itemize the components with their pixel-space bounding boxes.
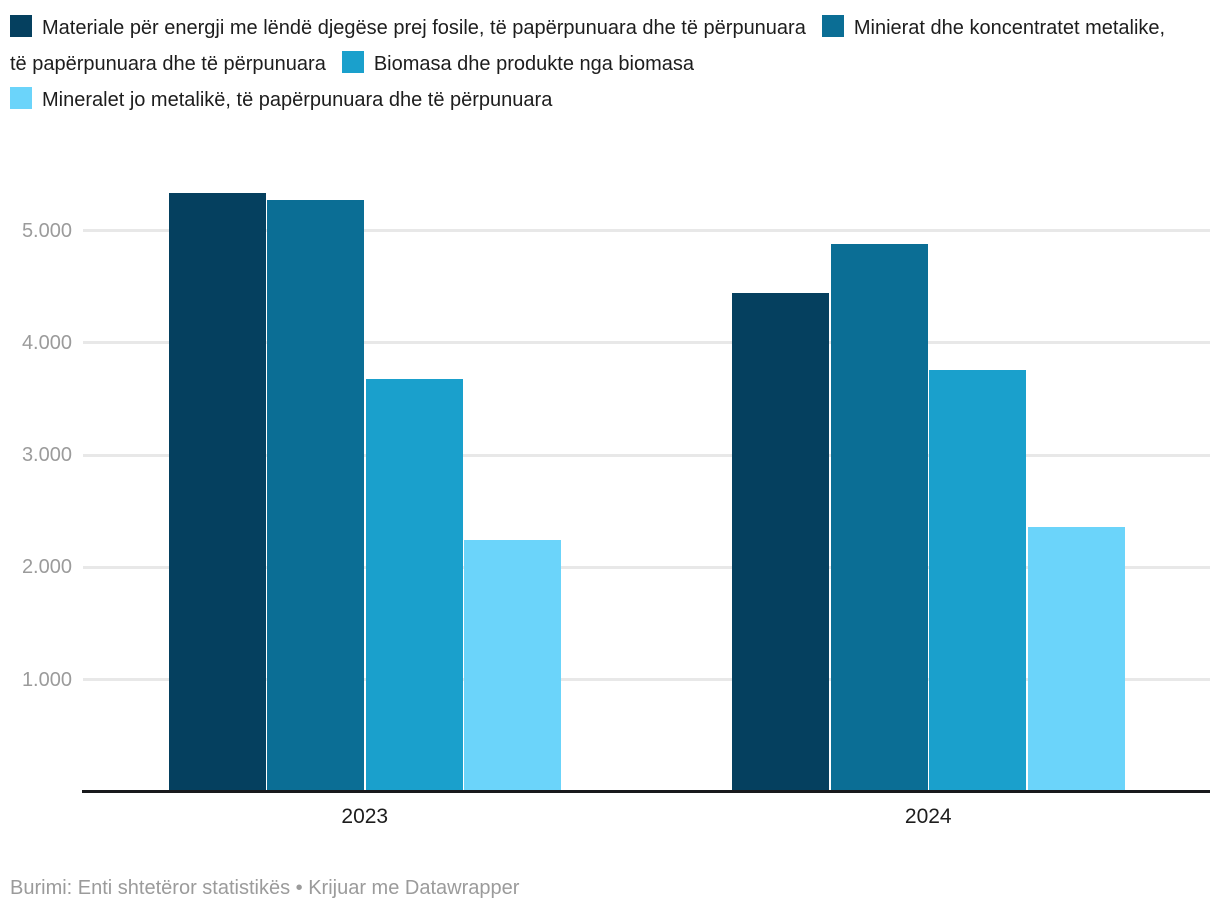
gridline-4000: [83, 341, 1210, 345]
bar-2023-series-4: [464, 540, 561, 792]
legend-swatch-icon: [10, 15, 32, 37]
y-tick-label-1000: 1.000: [21, 668, 72, 691]
source-attribution: Burimi: Enti shtetëror statistikës • Kri…: [10, 877, 520, 899]
gridline-1000: [83, 678, 1210, 682]
x-axis-line: [82, 790, 1210, 793]
legend-label: Materiale për energji me lëndë djegëse p…: [42, 17, 806, 39]
legend-item-2: Minierat dhe koncentratet metalike, të p…: [10, 15, 1166, 75]
y-tick-label-5000: 5.000: [21, 219, 72, 242]
legend-label: Minierat dhe koncentratet metalike, të p…: [10, 17, 1166, 75]
bar-2023-series-3: [365, 378, 463, 792]
bar-2024-series-1: [732, 293, 829, 792]
y-tick-label-3000: 3.000: [21, 444, 72, 467]
legend-label: Mineralet jo metalikë, të papërpunuara d…: [42, 89, 553, 111]
gridline-5000: [83, 229, 1210, 232]
legend-item-1: Materiale për energji me lëndë djegëse p…: [10, 15, 806, 39]
gridline-2000: [83, 565, 1210, 569]
bar-2023-series-1: [168, 193, 266, 792]
gridline-3000: [83, 453, 1210, 457]
x-axis-label-2023: 2023: [341, 805, 389, 828]
legend-item-4: Mineralet jo metalikë, të papërpunuara d…: [10, 87, 553, 111]
bar-2023-series-2: [267, 200, 364, 792]
y-tick-label-4000: 4.000: [21, 331, 72, 354]
y-tick-label-2000: 2.000: [21, 556, 72, 579]
legend-swatch-icon: [10, 87, 32, 109]
bar-2024-series-3: [929, 369, 1026, 792]
bar-2024-series-4: [1027, 526, 1125, 792]
legend-item-3: Biomasa dhe produkte nga biomasa: [341, 51, 695, 75]
legend: Materiale për energji me lëndë djegëse p…: [10, 10, 1168, 118]
legend-swatch-icon: [341, 51, 364, 73]
x-axis-label-2024: 2024: [904, 805, 952, 828]
legend-swatch-icon: [821, 15, 844, 37]
bar-2024-series-2: [830, 243, 928, 792]
legend-label: Biomasa dhe produkte nga biomasa: [373, 53, 695, 75]
